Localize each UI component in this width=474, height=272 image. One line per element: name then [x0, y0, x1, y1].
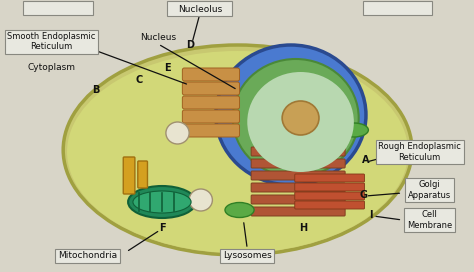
- FancyBboxPatch shape: [182, 82, 239, 95]
- Ellipse shape: [67, 51, 408, 253]
- FancyBboxPatch shape: [295, 174, 365, 182]
- Text: I: I: [370, 210, 373, 220]
- Text: G: G: [360, 190, 367, 200]
- Ellipse shape: [216, 45, 366, 185]
- Ellipse shape: [247, 72, 354, 172]
- FancyBboxPatch shape: [251, 195, 345, 204]
- Ellipse shape: [282, 101, 319, 135]
- FancyBboxPatch shape: [295, 201, 365, 209]
- FancyBboxPatch shape: [251, 147, 345, 156]
- Text: D: D: [186, 40, 194, 50]
- Text: Nucleolus: Nucleolus: [178, 5, 222, 14]
- Text: E: E: [164, 63, 171, 73]
- Text: Smooth Endoplasmic
Reticulum: Smooth Endoplasmic Reticulum: [8, 32, 96, 51]
- FancyBboxPatch shape: [295, 192, 365, 200]
- Text: Rough Endoplasmic
Reticulum: Rough Endoplasmic Reticulum: [378, 142, 461, 162]
- Ellipse shape: [166, 122, 189, 144]
- Text: F: F: [159, 223, 165, 233]
- Text: B: B: [92, 85, 100, 95]
- Text: A: A: [362, 155, 369, 165]
- Ellipse shape: [128, 186, 196, 218]
- FancyBboxPatch shape: [182, 96, 239, 109]
- Text: Mitochondria: Mitochondria: [58, 252, 117, 261]
- FancyBboxPatch shape: [251, 159, 345, 168]
- Text: Lysosomes: Lysosomes: [223, 252, 272, 261]
- Text: H: H: [300, 223, 308, 233]
- FancyBboxPatch shape: [167, 1, 232, 16]
- FancyBboxPatch shape: [295, 183, 365, 191]
- FancyBboxPatch shape: [182, 110, 239, 123]
- Ellipse shape: [339, 123, 368, 137]
- FancyBboxPatch shape: [363, 1, 432, 15]
- Ellipse shape: [63, 45, 412, 255]
- Text: Golgi
Apparatus: Golgi Apparatus: [408, 180, 451, 200]
- Text: C: C: [135, 75, 142, 85]
- Text: Cell
Membrane: Cell Membrane: [407, 210, 452, 230]
- Ellipse shape: [225, 202, 254, 218]
- FancyBboxPatch shape: [251, 183, 345, 192]
- Ellipse shape: [233, 59, 359, 177]
- FancyBboxPatch shape: [251, 171, 345, 180]
- Text: Cytoplasm: Cytoplasm: [27, 63, 75, 73]
- FancyBboxPatch shape: [123, 157, 135, 194]
- FancyBboxPatch shape: [182, 68, 239, 81]
- Ellipse shape: [133, 191, 191, 213]
- Text: Nucleus: Nucleus: [140, 33, 176, 42]
- FancyBboxPatch shape: [182, 124, 239, 137]
- FancyBboxPatch shape: [251, 207, 345, 216]
- Ellipse shape: [189, 189, 212, 211]
- FancyBboxPatch shape: [138, 161, 147, 188]
- FancyBboxPatch shape: [23, 1, 93, 15]
